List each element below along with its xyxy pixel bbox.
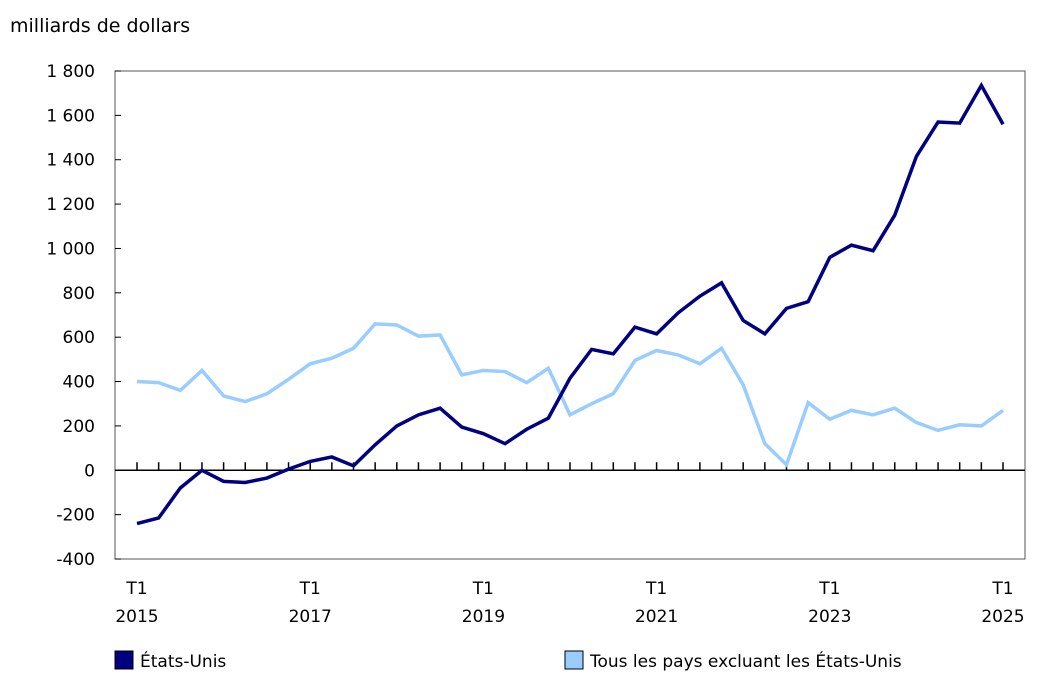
y-tick-label: -400	[56, 550, 95, 570]
x-tick-quarter: T1	[299, 579, 321, 599]
x-tick-quarter: T1	[818, 579, 840, 599]
y-tick-label: 400	[63, 373, 95, 393]
y-tick-label: 0	[84, 461, 95, 481]
series-line-0	[136, 81, 1005, 526]
y-tick-label: 1 800	[46, 62, 95, 82]
plot-frame	[114, 70, 1026, 560]
x-tick-year: 2025	[981, 607, 1024, 627]
x-tick-year: 2017	[289, 607, 332, 627]
legend-swatch	[564, 650, 584, 670]
y-tick-label: 1 200	[46, 195, 95, 215]
legend-swatch	[114, 650, 134, 670]
x-tick-year: 2015	[115, 607, 158, 627]
y-tick-label: 800	[63, 284, 95, 304]
y-tick-label: 1 600	[46, 106, 95, 126]
y-tick-label: 200	[63, 417, 95, 437]
y-tick-label: 1 400	[46, 151, 95, 171]
x-tick-quarter: T1	[991, 579, 1013, 599]
y-tick-label: 600	[63, 328, 95, 348]
x-tick-quarter: T1	[125, 579, 147, 599]
legend-label: États-Unis	[140, 650, 226, 672]
y-axis-label: milliards de dollars	[10, 15, 190, 37]
x-tick-quarter: T1	[645, 579, 667, 599]
x-tick-year: 2021	[635, 607, 678, 627]
series-line-1	[136, 322, 1005, 468]
y-tick-label: 1 000	[46, 239, 95, 259]
x-tick-year: 2023	[808, 607, 851, 627]
legend-label: Tous les pays excluant les États-Unis	[589, 650, 902, 672]
x-tick-year: 2019	[462, 607, 505, 627]
y-tick-label: -200	[56, 506, 95, 526]
x-tick-quarter: T1	[472, 579, 494, 599]
